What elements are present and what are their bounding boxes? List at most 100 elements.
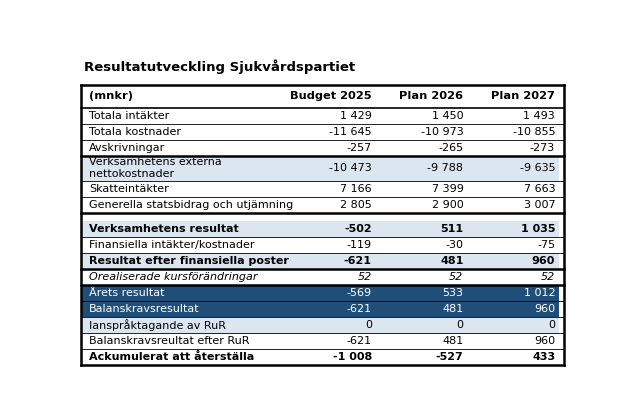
Text: Resultatutveckling Sjukvårdspartiet: Resultatutveckling Sjukvårdspartiet	[84, 60, 355, 74]
Text: 1 493: 1 493	[523, 111, 555, 121]
Text: Skatteintäkter: Skatteintäkter	[89, 184, 169, 194]
Text: -569: -569	[347, 288, 372, 298]
Bar	[284, 181, 376, 197]
Text: 7 399: 7 399	[431, 184, 464, 194]
Text: -621: -621	[344, 256, 372, 266]
Text: 7 663: 7 663	[523, 184, 555, 194]
Bar	[467, 285, 559, 301]
Text: -502: -502	[344, 224, 372, 234]
Text: Resultat efter finansiella poster: Resultat efter finansiella poster	[89, 256, 289, 266]
Bar	[376, 253, 467, 269]
Bar	[81, 317, 284, 333]
Text: 960: 960	[534, 304, 555, 314]
Text: -527: -527	[436, 352, 464, 362]
Bar	[81, 197, 284, 213]
Bar	[284, 85, 376, 108]
Bar	[81, 221, 284, 236]
Bar	[284, 317, 376, 333]
Bar	[284, 197, 376, 213]
Text: -9 635: -9 635	[520, 163, 555, 173]
Bar	[284, 123, 376, 140]
Bar	[284, 221, 376, 236]
Text: -10 855: -10 855	[513, 126, 555, 136]
Bar	[81, 108, 284, 123]
Text: -10 473: -10 473	[329, 163, 372, 173]
Bar	[467, 236, 559, 253]
Bar	[376, 197, 467, 213]
Text: -1 008: -1 008	[333, 352, 372, 362]
Bar	[284, 285, 376, 301]
Text: Totala kostnader: Totala kostnader	[89, 126, 181, 136]
Text: -621: -621	[347, 336, 372, 346]
Bar	[376, 333, 467, 349]
Bar	[376, 317, 467, 333]
Text: 2 805: 2 805	[340, 200, 372, 210]
Bar	[467, 123, 559, 140]
Bar	[467, 197, 559, 213]
Bar	[467, 349, 559, 365]
Bar	[81, 156, 284, 181]
Text: -10 973: -10 973	[421, 126, 464, 136]
Bar	[81, 85, 564, 108]
Text: -75: -75	[537, 240, 555, 250]
Text: 0: 0	[457, 320, 464, 330]
Bar	[376, 140, 467, 156]
Text: 481: 481	[442, 336, 464, 346]
Bar	[467, 269, 559, 285]
Bar	[81, 85, 284, 108]
Bar	[467, 221, 559, 236]
Text: Verksamhetens resultat: Verksamhetens resultat	[89, 224, 239, 234]
Text: 511: 511	[440, 224, 464, 234]
Bar	[467, 181, 559, 197]
Text: 7 166: 7 166	[340, 184, 372, 194]
Text: 0: 0	[365, 320, 372, 330]
Bar	[81, 285, 284, 301]
Text: Generella statsbidrag och utjämning: Generella statsbidrag och utjämning	[89, 200, 293, 210]
Bar	[467, 140, 559, 156]
Bar	[284, 253, 376, 269]
Bar	[284, 349, 376, 365]
Text: Orealiserade kursförändringar: Orealiserade kursförändringar	[89, 271, 258, 281]
Text: 481: 481	[440, 256, 464, 266]
Text: Totala intäkter: Totala intäkter	[89, 111, 169, 121]
Text: Årets resultat: Årets resultat	[89, 288, 165, 298]
Bar	[376, 236, 467, 253]
Text: 960: 960	[534, 336, 555, 346]
Bar	[467, 156, 559, 181]
Text: Budget 2025: Budget 2025	[290, 91, 372, 101]
Bar	[467, 317, 559, 333]
Text: Balanskravsreultat efter RuR: Balanskravsreultat efter RuR	[89, 336, 250, 346]
Bar	[81, 269, 284, 285]
Text: Balanskravsresultat: Balanskravsresultat	[89, 304, 200, 314]
Text: -265: -265	[438, 143, 464, 153]
Bar	[376, 181, 467, 197]
Text: Plan 2026: Plan 2026	[399, 91, 464, 101]
Bar	[376, 301, 467, 317]
Text: 2 900: 2 900	[431, 200, 464, 210]
Text: 52: 52	[357, 271, 372, 281]
Text: Ackumulerat att återställa: Ackumulerat att återställa	[89, 352, 254, 362]
Bar	[81, 333, 284, 349]
Bar	[81, 213, 564, 221]
Bar	[284, 140, 376, 156]
Bar	[284, 108, 376, 123]
Text: Avskrivningar: Avskrivningar	[89, 143, 165, 153]
Bar	[284, 301, 376, 317]
Text: 0: 0	[548, 320, 555, 330]
Bar	[467, 253, 559, 269]
Text: -30: -30	[445, 240, 464, 250]
Bar	[467, 333, 559, 349]
Text: 533: 533	[442, 288, 464, 298]
Text: -273: -273	[530, 143, 555, 153]
Text: 1 012: 1 012	[523, 288, 555, 298]
Text: (mnkr): (mnkr)	[89, 91, 133, 101]
Text: -119: -119	[347, 240, 372, 250]
Bar	[284, 236, 376, 253]
Bar	[467, 85, 559, 108]
Text: Finansiella intäkter/kostnader: Finansiella intäkter/kostnader	[89, 240, 255, 250]
Text: 52: 52	[541, 271, 555, 281]
Text: -257: -257	[347, 143, 372, 153]
Text: Ianspråktagande av RuR: Ianspråktagande av RuR	[89, 319, 226, 331]
Text: -11 645: -11 645	[329, 126, 372, 136]
Bar	[376, 123, 467, 140]
